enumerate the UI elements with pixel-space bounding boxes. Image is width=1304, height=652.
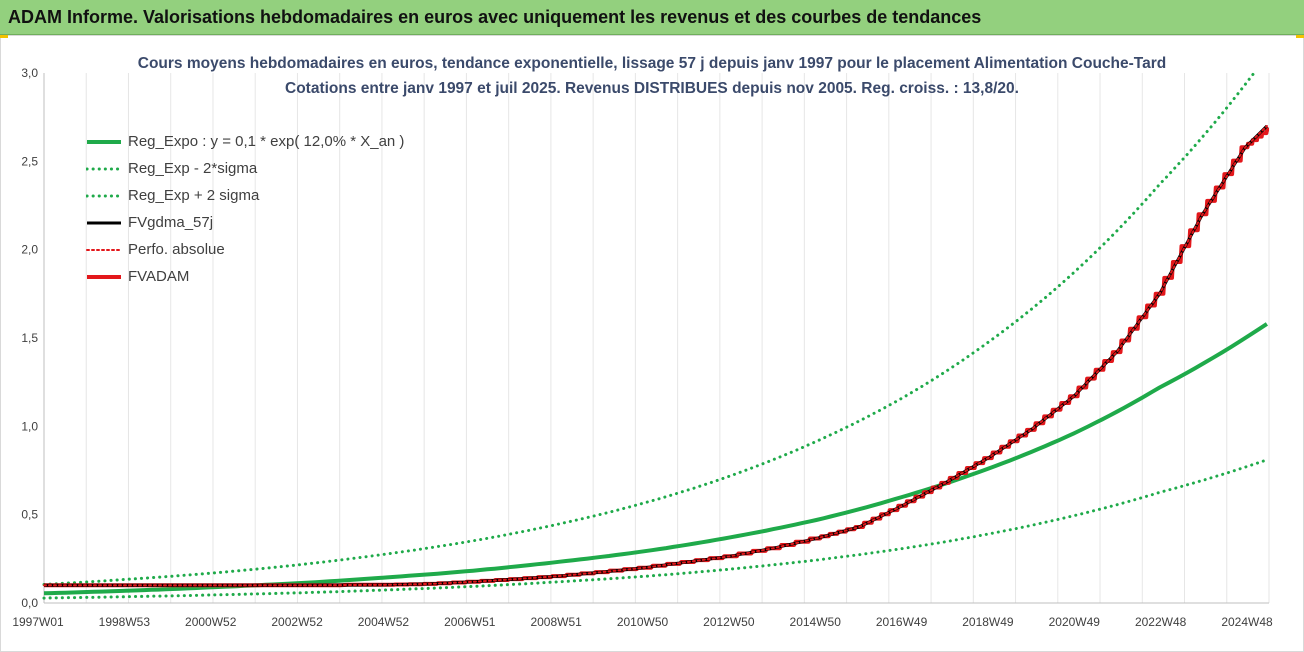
series-line-reg-expo [43,322,1268,596]
legend-item-reg-exp-plus-2sigma: Reg_Exp + 2 sigma [86,182,404,209]
axes: 0,0 0,5 1,0 1,5 2,0 2,5 3,0 1997W01 1998W53 2000W… [12,66,1273,629]
y-tick-label: 0,0 [21,596,38,610]
legend-swatch [87,139,121,144]
series-line-reg-exp-minus-2sigma [42,458,1269,600]
x-tick-label: 2000W52 [185,615,237,629]
page-title: ADAM Informe. Valorisations hebdomadaire… [8,7,982,27]
x-tick-label: 2012W50 [703,615,755,629]
grid [43,73,1270,603]
x-tick-label: 2020W49 [1049,615,1101,629]
x-tick-label: 2022W48 [1135,615,1187,629]
x-tick-label: 2024W48 [1221,615,1273,629]
x-tick-label: 1997W01 [12,615,64,629]
legend-item-fvadam: FVADAM [86,263,404,290]
series-group [42,71,1269,600]
legend-label: Perfo. absolue [128,241,225,258]
legend-label: Reg_Exp - 2*sigma [128,160,258,177]
y-tick-label: 1,5 [21,331,38,345]
frame-corner-left [0,35,8,38]
x-tick-label: 2002W52 [271,615,323,629]
legend-swatch [86,167,122,170]
legend-label: Reg_Exp + 2 sigma [128,187,260,204]
legend-swatch [86,248,122,251]
x-tick-label: 2008W51 [530,615,582,629]
x-tick-label: 2018W49 [962,615,1014,629]
y-tick-label: 0,5 [21,508,38,522]
x-tick-label: 2010W50 [617,615,669,629]
y-tick-label: 2,5 [21,154,38,168]
legend-swatch [87,221,121,224]
legend: Reg_Expo : y = 0,1 * exp( 12,0% * X_an )… [86,128,404,290]
x-tick-label: 1998W53 [99,615,151,629]
legend-item-reg-expo: Reg_Expo : y = 0,1 * exp( 12,0% * X_an ) [86,128,404,155]
legend-swatch [87,274,121,279]
legend-label: FVgdma_57j [128,214,214,231]
y-tick-label: 3,0 [21,66,38,80]
y-tick-label: 2,0 [21,243,38,257]
frame-corner-right [1296,35,1304,38]
legend-item-fvgdma-57j: FVgdma_57j [86,209,404,236]
x-tick-label: 2004W52 [358,615,410,629]
legend-item-perfo-absolue: Perfo. absolue [86,236,404,263]
series-line-perfo-absolue [43,125,1268,587]
window-header: ADAM Informe. Valorisations hebdomadaire… [0,0,1304,35]
x-tick-label: 2014W50 [790,615,842,629]
x-tick-label: 2006W51 [444,615,496,629]
legend-item-reg-exp-minus-2sigma: Reg_Exp - 2*sigma [86,155,404,182]
x-tick-label: 2016W49 [876,615,928,629]
legend-label: FVADAM [128,268,190,285]
series-line-reg-exp-plus-2sigma [42,71,1256,586]
chart-subtitle: Cotations entre janv 1997 et juil 2025. … [285,80,1019,97]
y-tick-label: 1,0 [21,419,38,433]
legend-label: Reg_Expo : y = 0,1 * exp( 12,0% * X_an ) [128,133,405,150]
legend-swatch [86,194,122,197]
chart-title: Cours moyens hebdomadaires en euros, ten… [137,55,1167,72]
